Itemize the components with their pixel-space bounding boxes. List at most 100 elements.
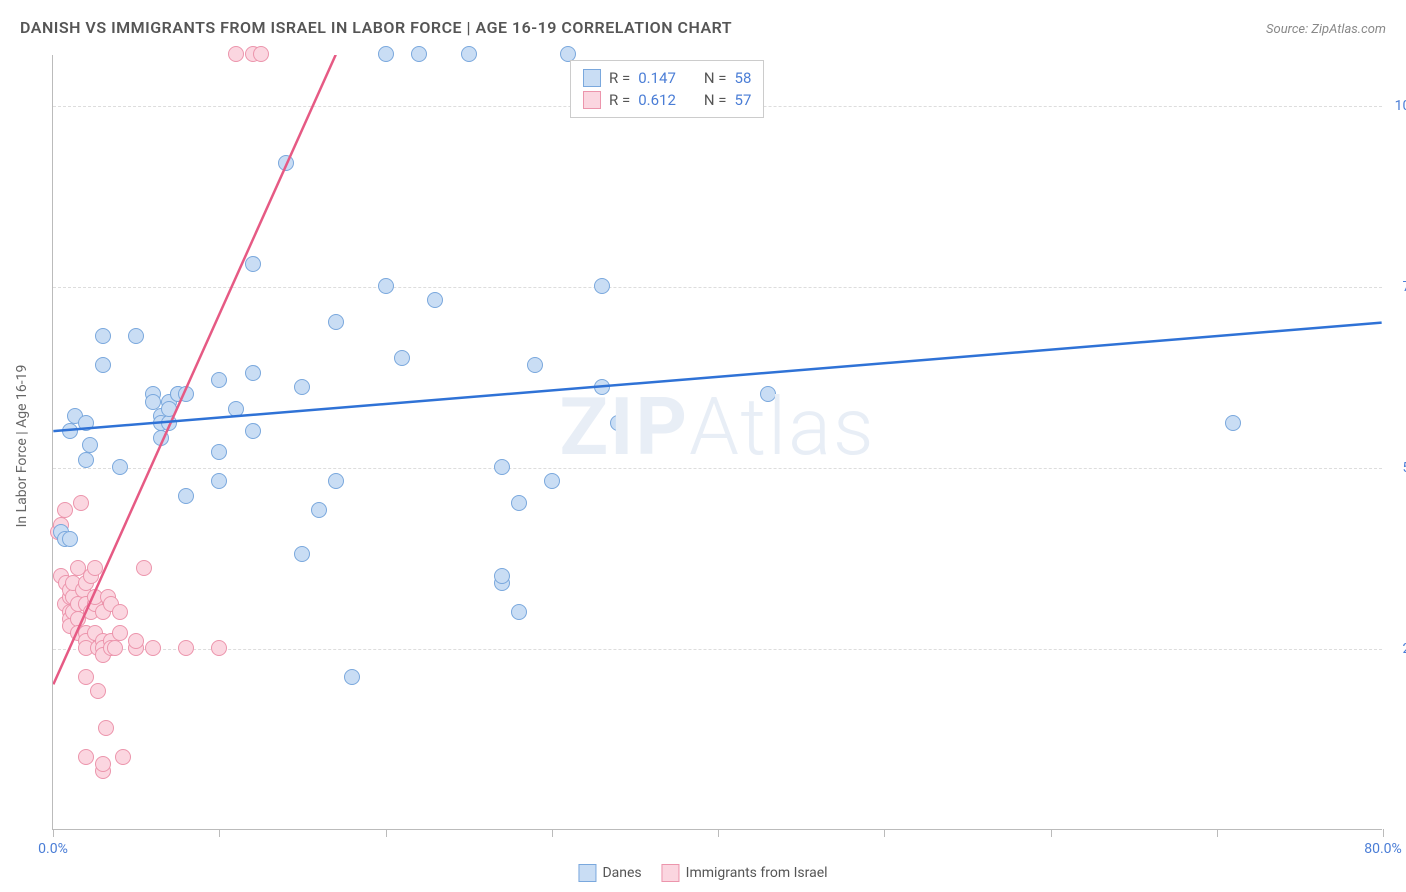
gridline <box>53 649 1382 650</box>
chart-title: DANISH VS IMMIGRANTS FROM ISRAEL IN LABO… <box>20 18 732 37</box>
n-label: N = <box>704 91 727 109</box>
scatter-point <box>411 46 427 62</box>
scatter-point <box>161 401 177 417</box>
danes-n-value: 58 <box>735 69 752 87</box>
scatter-point <box>1225 415 1241 431</box>
scatter-point <box>95 328 111 344</box>
ytick-label: 25.0% <box>1402 641 1406 657</box>
scatter-point <box>427 292 443 308</box>
scatter-point <box>245 423 261 439</box>
scatter-point <box>136 560 152 576</box>
scatter-point <box>394 350 410 366</box>
watermark-light: Atlas <box>689 380 875 474</box>
scatter-point <box>78 669 94 685</box>
scatter-point <box>211 473 227 489</box>
swatch-danes-bottom <box>578 864 596 882</box>
scatter-point <box>294 379 310 395</box>
scatter-point <box>494 568 510 584</box>
scatter-point <box>511 495 527 511</box>
scatter-point <box>311 502 327 518</box>
scatter-point <box>228 46 244 62</box>
scatter-point <box>211 372 227 388</box>
xtick <box>386 829 387 837</box>
plot-svg <box>53 55 1382 829</box>
scatter-point <box>145 640 161 656</box>
israel-n-value: 57 <box>735 91 752 109</box>
scatter-point <box>128 328 144 344</box>
xtick <box>884 829 885 837</box>
scatter-point <box>98 720 114 736</box>
scatter-point <box>253 46 269 62</box>
legend-row-danes: R = 0.147 N = 58 <box>583 67 751 89</box>
scatter-point <box>344 669 360 685</box>
swatch-danes <box>583 69 601 87</box>
scatter-point <box>107 640 123 656</box>
scatter-point <box>610 415 626 431</box>
scatter-point <box>294 546 310 562</box>
scatter-point <box>278 155 294 171</box>
israel-label: Immigrants from Israel <box>686 865 828 881</box>
scatter-point <box>211 444 227 460</box>
scatter-point <box>511 604 527 620</box>
scatter-point <box>178 640 194 656</box>
scatter-point <box>378 278 394 294</box>
scatter-point <box>161 415 177 431</box>
scatter-point <box>760 386 776 402</box>
ytick-label: 50.0% <box>1402 460 1406 476</box>
correlation-legend: R = 0.147 N = 58 R = 0.612 N = 57 <box>570 60 764 118</box>
gridline <box>53 468 1382 469</box>
xtick <box>552 829 553 837</box>
xtick <box>53 829 54 837</box>
r-label: R = <box>609 69 630 87</box>
scatter-point <box>57 502 73 518</box>
series-legend: Danes Immigrants from Israel <box>578 864 827 882</box>
plot-area: ZIPAtlas 25.0%50.0%75.0%100.0%0.0%80.0% <box>52 55 1382 830</box>
legend-row-israel: R = 0.612 N = 57 <box>583 89 751 111</box>
scatter-point <box>62 423 78 439</box>
xtick <box>219 829 220 837</box>
scatter-point <box>78 415 94 431</box>
swatch-israel <box>583 91 601 109</box>
r-label: R = <box>609 91 630 109</box>
y-axis-label: In Labor Force | Age 16-19 <box>14 365 30 528</box>
scatter-point <box>544 473 560 489</box>
xtick-label: 0.0% <box>38 841 68 857</box>
scatter-point <box>245 365 261 381</box>
xtick <box>1217 829 1218 837</box>
scatter-point <box>112 625 128 641</box>
scatter-point <box>178 386 194 402</box>
scatter-point <box>211 640 227 656</box>
source-attribution: Source: ZipAtlas.com <box>1266 22 1386 37</box>
scatter-point <box>494 459 510 475</box>
n-label: N = <box>704 69 727 87</box>
scatter-point <box>82 437 98 453</box>
scatter-point <box>245 256 261 272</box>
scatter-point <box>62 531 78 547</box>
scatter-point <box>461 46 477 62</box>
scatter-point <box>95 756 111 772</box>
scatter-point <box>178 488 194 504</box>
xtick <box>1383 829 1384 837</box>
swatch-israel-bottom <box>662 864 680 882</box>
danes-label: Danes <box>602 865 641 881</box>
watermark: ZIPAtlas <box>560 380 876 474</box>
scatter-point <box>145 394 161 410</box>
scatter-point <box>527 357 543 373</box>
scatter-point <box>95 357 111 373</box>
xtick-label: 80.0% <box>1364 841 1402 857</box>
scatter-point <box>378 46 394 62</box>
xtick <box>718 829 719 837</box>
xtick <box>1051 829 1052 837</box>
scatter-point <box>228 401 244 417</box>
scatter-point <box>78 749 94 765</box>
scatter-point <box>87 560 103 576</box>
scatter-point <box>328 473 344 489</box>
scatter-point <box>112 604 128 620</box>
scatter-point <box>73 495 89 511</box>
legend-item-israel: Immigrants from Israel <box>662 864 828 882</box>
scatter-point <box>128 633 144 649</box>
danes-r-value: 0.147 <box>638 69 676 87</box>
ytick-label: 100.0% <box>1395 98 1406 114</box>
scatter-point <box>115 749 131 765</box>
scatter-point <box>153 430 169 446</box>
